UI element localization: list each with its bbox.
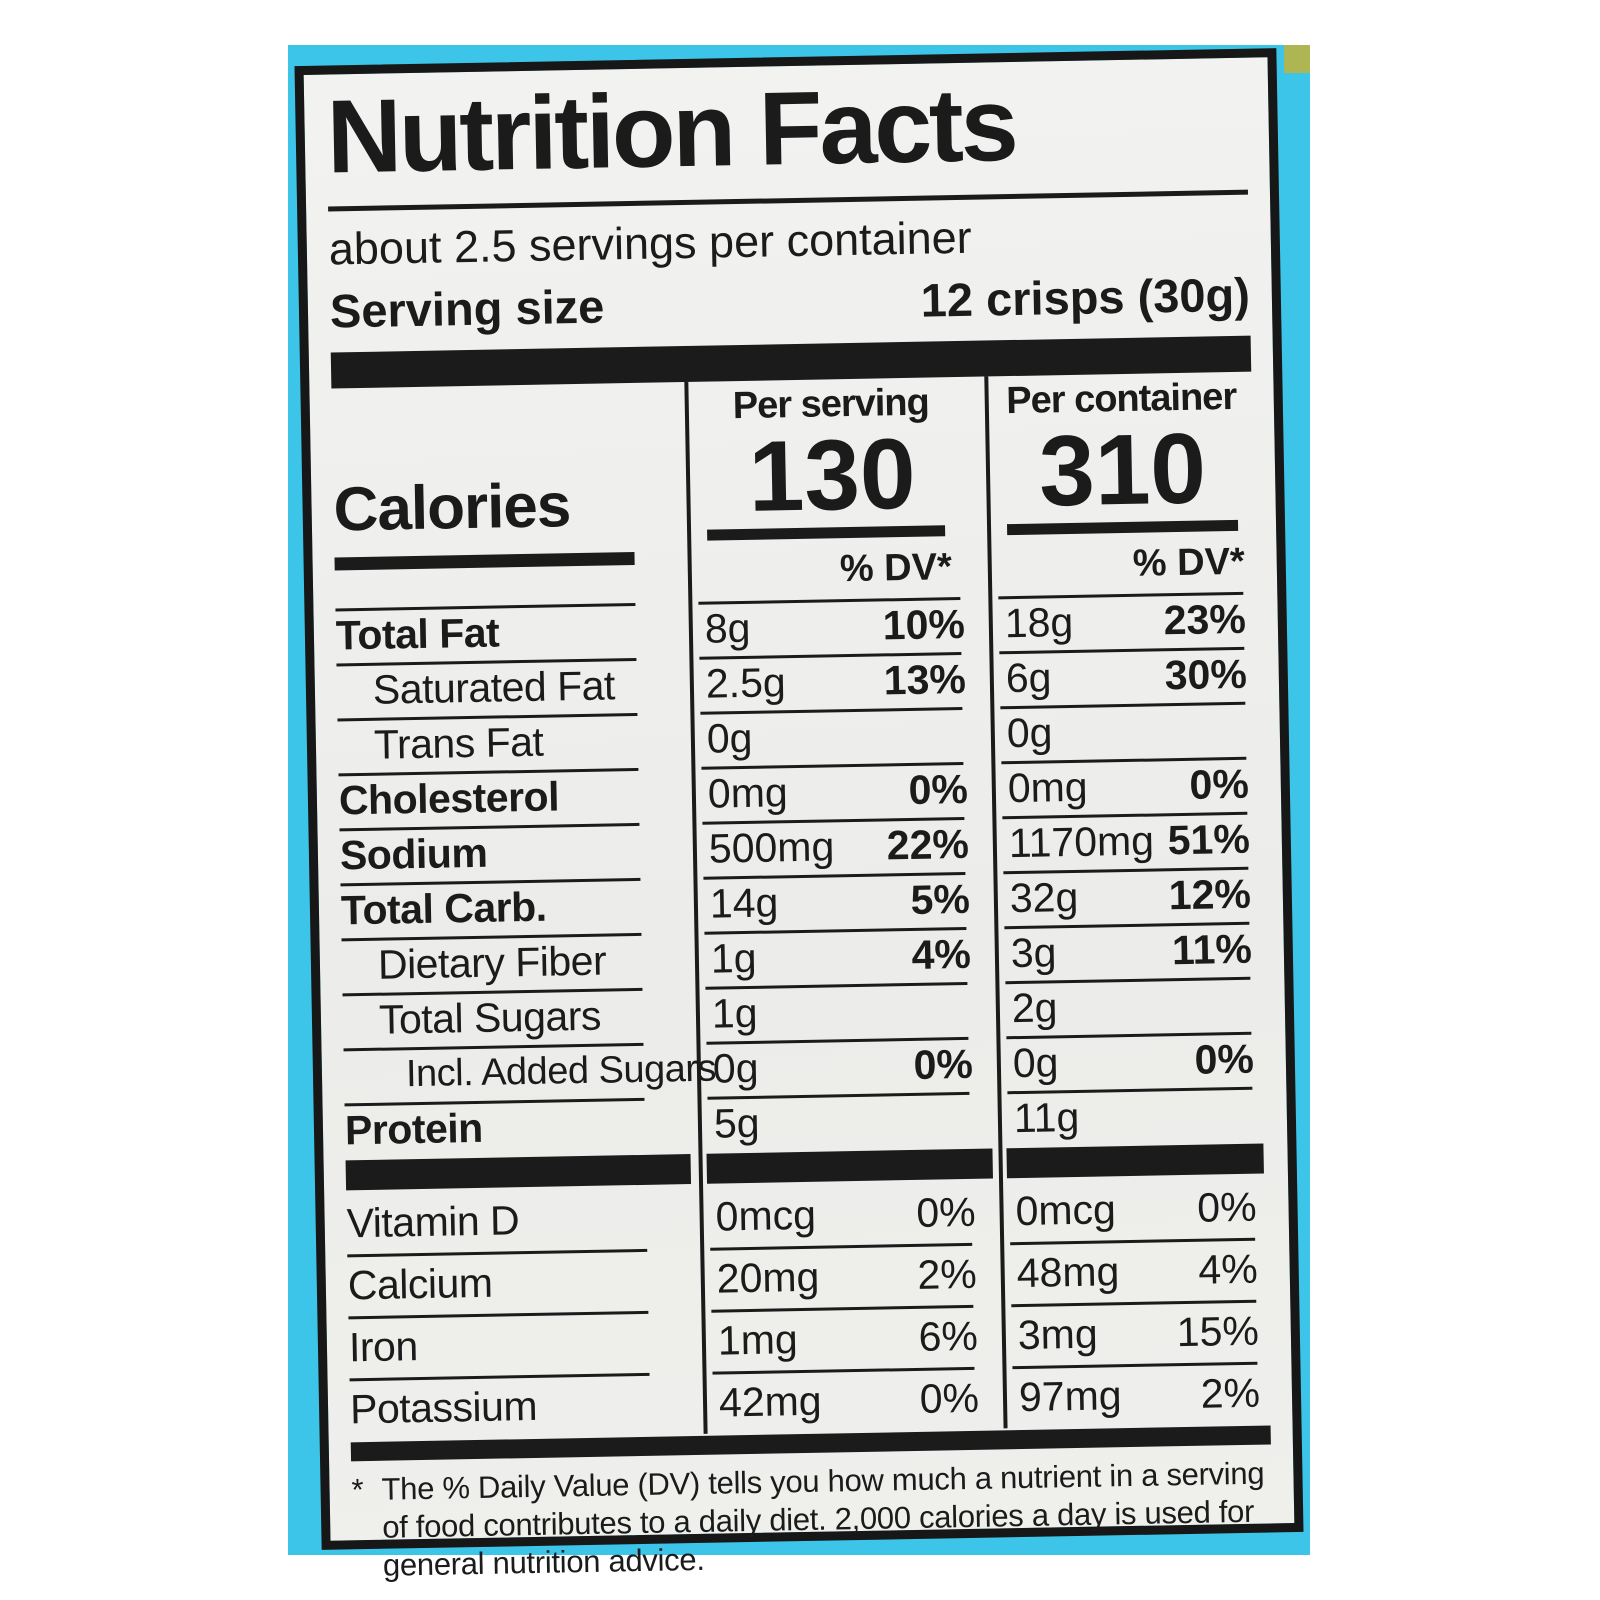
- serving-dv: 0%: [908, 765, 969, 814]
- serving-dv: 0%: [915, 1188, 977, 1236]
- serving-size-row: Serving size 12 crisps (30g): [329, 267, 1250, 339]
- container-amount: 0g: [1006, 709, 1053, 757]
- container-amount: 32g: [1009, 873, 1079, 922]
- nutrient-name: Saturated Fat: [372, 662, 616, 713]
- serving-amount: 14g: [709, 879, 779, 927]
- servings-per-container: about 2.5 servings per container: [328, 211, 973, 275]
- nutrient-name: Potassium: [349, 1382, 538, 1432]
- container-amount: 97mg: [1018, 1371, 1122, 1420]
- serving-amount: 0mcg: [715, 1191, 817, 1240]
- calories-per-container: 310: [1038, 412, 1207, 528]
- nutrition-table: Calories Per serving 130 % DV* Per conta…: [331, 372, 1270, 1441]
- serving-dv: 2%: [917, 1250, 978, 1298]
- serving-amount: 500mg: [708, 823, 835, 872]
- serving-size-value: 12 crisps (30g): [920, 267, 1251, 327]
- serving-amount: 0g: [706, 714, 753, 762]
- nutrient-name: Total Carb.: [340, 883, 547, 934]
- serving-amount: 2.5g: [705, 659, 787, 707]
- serving-dv: 4%: [911, 930, 972, 979]
- container-amount: 3g: [1010, 929, 1057, 977]
- bar-segment: [345, 1154, 692, 1191]
- nutrient-name: Sodium: [339, 829, 488, 879]
- container-dv: 0%: [1196, 1183, 1257, 1231]
- bar-segment: [1006, 1143, 1264, 1179]
- nutrient-name: Calcium: [347, 1259, 493, 1308]
- serving-amount: 42mg: [718, 1377, 823, 1426]
- container-amount: 1170mg: [1008, 817, 1155, 867]
- container-amount: 0g: [1012, 1039, 1059, 1087]
- nutrition-facts-label: Nutrition Facts about 2.5 servings per c…: [294, 48, 1304, 1582]
- calories-per-serving: 130: [747, 417, 917, 533]
- dv-header-serving: % DV*: [839, 546, 953, 591]
- container-dv: 0%: [1189, 760, 1250, 808]
- serving-dv: 22%: [886, 820, 970, 869]
- nutrient-name: Protein: [344, 1104, 484, 1154]
- container-dv: 23%: [1163, 595, 1247, 644]
- calories-label: Calories: [332, 471, 571, 545]
- container-dv: 0%: [1194, 1035, 1255, 1083]
- container-amount: 2g: [1011, 984, 1058, 1032]
- serving-amount: 8g: [704, 604, 751, 652]
- container-dv: 11%: [1171, 925, 1253, 974]
- nutrient-name: Iron: [348, 1322, 419, 1370]
- container-amount: 6g: [1005, 654, 1052, 702]
- serving-amount: 20mg: [716, 1253, 820, 1302]
- package-corner-graphic: [1284, 45, 1310, 73]
- calories-row: Calories Per serving 130 % DV* Per conta…: [331, 372, 1255, 609]
- container-dv: 2%: [1200, 1369, 1261, 1417]
- container-amount: 0mg: [1007, 763, 1089, 812]
- container-amount: 18g: [1004, 599, 1074, 647]
- serving-dv: 5%: [910, 875, 971, 924]
- container-amount: 11g: [1013, 1093, 1080, 1142]
- serving-amount: 0g: [712, 1044, 759, 1092]
- calories-rule: [334, 552, 635, 571]
- serving-size-label: Serving size: [329, 279, 605, 338]
- serving-dv: 13%: [883, 656, 967, 704]
- container-dv: 15%: [1176, 1307, 1260, 1355]
- container-dv: 30%: [1164, 650, 1248, 699]
- nutrient-name: Cholesterol: [338, 773, 560, 824]
- container-dv: 12%: [1168, 870, 1252, 919]
- serving-amount: 5g: [713, 1099, 760, 1147]
- container-amount: 48mg: [1016, 1247, 1120, 1296]
- footnote-marker: *: [351, 1472, 364, 1508]
- serving-amount: 1g: [711, 989, 758, 1037]
- nutrient-name: Incl. Added Sugars: [405, 1047, 717, 1096]
- calories-bar-serving: [707, 525, 946, 541]
- serving-dv: 0%: [919, 1374, 980, 1422]
- serving-dv: 0%: [913, 1040, 974, 1089]
- footnote-text: The % Daily Value (DV) tells you how muc…: [381, 1455, 1265, 1583]
- nutrient-name: Vitamin D: [346, 1196, 520, 1246]
- serving-amount: 0mg: [707, 769, 789, 817]
- serving-amount: 1mg: [717, 1315, 799, 1364]
- serving-dv: 10%: [882, 601, 966, 649]
- nutrient-name: Total Sugars: [378, 992, 602, 1043]
- container-amount: 3mg: [1017, 1310, 1099, 1358]
- container-amount: 0mcg: [1015, 1185, 1117, 1234]
- nutrient-name: Total Fat: [335, 609, 500, 659]
- bar-segment: [706, 1148, 993, 1184]
- nutrient-name: Dietary Fiber: [377, 937, 607, 988]
- serving-dv: 6%: [918, 1312, 979, 1360]
- label-title: Nutrition Facts: [325, 66, 1017, 196]
- container-dv: 4%: [1197, 1245, 1259, 1293]
- dv-header-container: % DV*: [1132, 540, 1246, 585]
- serving-amount: 1g: [710, 934, 757, 982]
- nutrient-name: Trans Fat: [373, 718, 544, 768]
- footnote: * The % Daily Value (DV) tells you how m…: [351, 1455, 1273, 1585]
- container-dv: 51%: [1167, 815, 1251, 864]
